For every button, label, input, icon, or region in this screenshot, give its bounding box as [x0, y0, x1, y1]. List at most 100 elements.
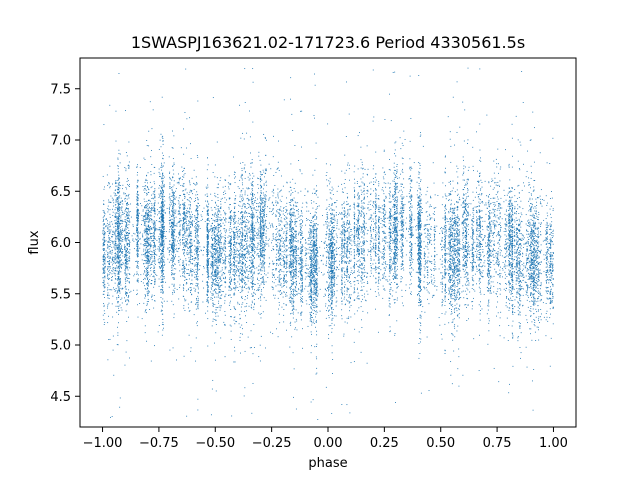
data-point	[363, 240, 365, 242]
data-point	[214, 273, 216, 275]
data-point	[118, 207, 120, 208]
data-point	[306, 202, 308, 204]
data-point	[273, 135, 274, 137]
data-point	[301, 231, 303, 233]
data-point	[526, 299, 528, 301]
data-point	[119, 235, 121, 237]
data-point	[300, 271, 302, 272]
data-point	[214, 271, 216, 273]
data-point	[489, 222, 491, 224]
data-point	[363, 285, 365, 287]
data-point	[390, 287, 392, 289]
data-point	[124, 248, 126, 250]
data-point	[329, 271, 330, 273]
data-point	[363, 214, 365, 216]
data-point	[216, 284, 217, 286]
data-point	[393, 240, 395, 241]
data-point	[171, 257, 173, 259]
data-point	[343, 202, 345, 204]
data-point	[467, 273, 469, 275]
data-point	[136, 253, 138, 255]
data-point	[259, 176, 261, 178]
data-point	[389, 183, 391, 185]
data-point	[242, 247, 243, 249]
data-point	[241, 250, 243, 252]
data-point	[534, 252, 536, 254]
data-point	[504, 248, 506, 250]
data-point	[234, 236, 236, 238]
data-point	[214, 265, 216, 267]
data-point	[300, 210, 302, 211]
data-point	[219, 285, 221, 287]
data-point	[458, 262, 460, 264]
data-point	[517, 310, 519, 312]
data-point	[394, 252, 396, 254]
data-point	[454, 191, 456, 193]
data-point	[162, 234, 164, 236]
data-point	[228, 286, 230, 288]
data-point	[136, 196, 138, 197]
data-point	[258, 356, 260, 358]
data-point	[218, 237, 220, 239]
data-point	[172, 195, 174, 197]
data-point	[256, 216, 258, 218]
data-point	[121, 200, 123, 202]
data-point	[185, 228, 187, 230]
data-point	[528, 241, 530, 243]
data-point	[375, 266, 377, 268]
data-point	[525, 253, 527, 255]
data-point	[143, 232, 145, 234]
data-point	[527, 258, 529, 260]
data-point	[261, 264, 263, 266]
data-point	[389, 208, 391, 209]
data-point	[468, 228, 469, 230]
data-point	[144, 238, 146, 240]
data-point	[233, 244, 235, 246]
data-point	[187, 239, 189, 241]
data-point	[125, 300, 127, 302]
data-point	[214, 206, 216, 208]
data-point	[214, 289, 216, 290]
data-point	[240, 222, 242, 224]
data-point	[186, 209, 188, 211]
data-point	[509, 225, 511, 227]
data-point	[117, 301, 119, 303]
data-point	[548, 243, 550, 244]
data-point	[550, 269, 552, 271]
data-point	[185, 244, 187, 246]
data-point	[403, 178, 405, 180]
data-point	[328, 243, 330, 245]
data-point	[279, 246, 281, 248]
data-point	[328, 288, 330, 290]
data-point	[467, 211, 469, 213]
data-point	[137, 191, 138, 193]
data-point	[487, 250, 489, 252]
data-point	[420, 247, 422, 248]
data-point	[137, 212, 139, 214]
data-point	[260, 219, 262, 221]
data-point	[300, 314, 302, 316]
data-point	[335, 212, 337, 213]
data-point	[145, 218, 147, 220]
data-point	[136, 181, 138, 183]
data-point	[548, 298, 550, 300]
data-point	[144, 271, 146, 273]
data-point	[329, 282, 331, 284]
data-point	[302, 328, 303, 330]
data-point	[512, 333, 514, 335]
data-point	[489, 283, 491, 285]
data-point	[146, 247, 148, 249]
data-point	[420, 267, 422, 269]
data-point	[136, 244, 138, 246]
data-point	[120, 231, 122, 233]
data-point	[518, 313, 520, 315]
data-point	[476, 206, 478, 208]
data-point	[488, 248, 490, 249]
data-point	[343, 223, 345, 224]
data-point	[480, 246, 482, 248]
data-point	[310, 230, 312, 232]
data-point	[519, 266, 521, 268]
data-point	[196, 264, 198, 266]
data-point	[172, 165, 173, 167]
data-point	[160, 281, 162, 283]
